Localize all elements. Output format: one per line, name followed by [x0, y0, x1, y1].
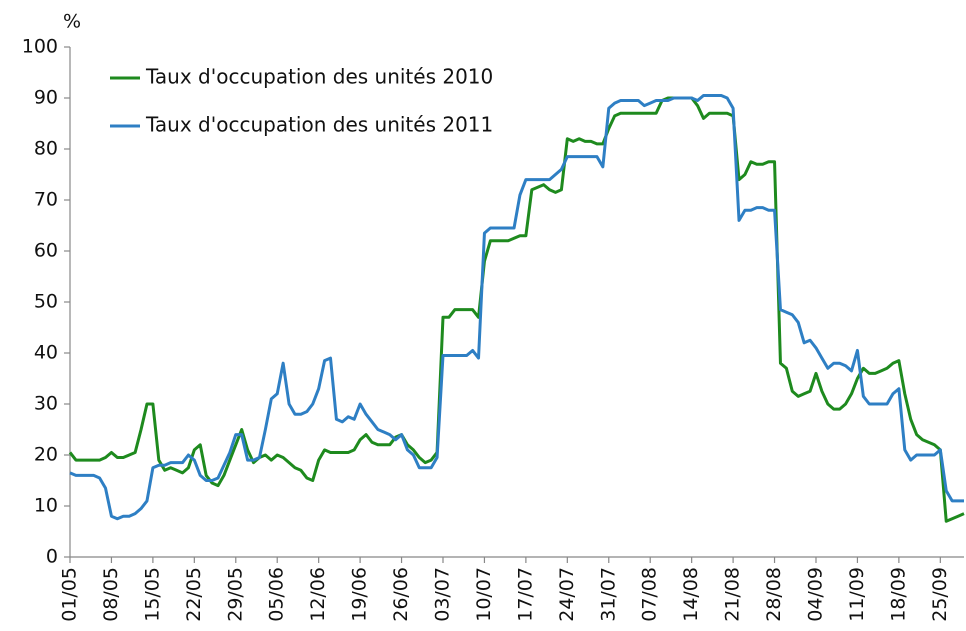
x-tick-label: 07/08: [639, 567, 661, 622]
x-tick-label: 11/09: [846, 567, 868, 622]
x-tick-label: 31/07: [597, 567, 619, 622]
series-line: [69, 93, 964, 521]
legend-label: Taux d'occupation des unités 2010: [145, 65, 493, 89]
y-tick-label: 90: [34, 87, 58, 109]
x-tick-label: 03/07: [431, 567, 453, 622]
x-tick-label: 18/09: [887, 567, 909, 622]
x-tick-label: 15/05: [141, 567, 163, 622]
x-tick-label: 22/05: [183, 567, 205, 622]
y-tick-label: 30: [34, 393, 58, 415]
x-tick-label: 17/07: [514, 567, 536, 622]
y-tick-label: 100: [22, 36, 58, 58]
x-tick-label: 28/08: [763, 567, 785, 622]
y-tick-label: 40: [34, 342, 58, 364]
x-tick-label: 08/05: [100, 567, 122, 622]
x-tick-label: 01/05: [59, 567, 81, 622]
x-tick-label: 14/08: [680, 567, 702, 622]
x-tick-label: 25/09: [929, 567, 951, 622]
x-tick-label: 24/07: [556, 567, 578, 622]
y-tick-label: 10: [34, 495, 58, 517]
y-tick-label: 70: [34, 189, 58, 211]
x-tick-label: 29/05: [224, 567, 246, 622]
x-tick-label: 04/09: [804, 567, 826, 622]
x-tick-label: 26/06: [390, 567, 412, 622]
x-tick-label: 21/08: [722, 567, 744, 622]
x-tick-label: 05/06: [266, 567, 288, 622]
x-tick-label: 10/07: [473, 567, 495, 622]
y-tick-label: 0: [46, 546, 58, 568]
y-tick-label: 80: [34, 138, 58, 160]
y-axis-label: %: [63, 11, 81, 33]
y-tick-label: 20: [34, 444, 58, 466]
y-tick-label: 60: [34, 240, 58, 262]
x-tick-label: 12/06: [307, 567, 329, 622]
x-tick-label: 19/06: [349, 567, 371, 622]
y-tick-label: 50: [34, 291, 58, 313]
series-line: [68, 96, 965, 523]
legend-label: Taux d'occupation des unités 2011: [145, 113, 493, 137]
